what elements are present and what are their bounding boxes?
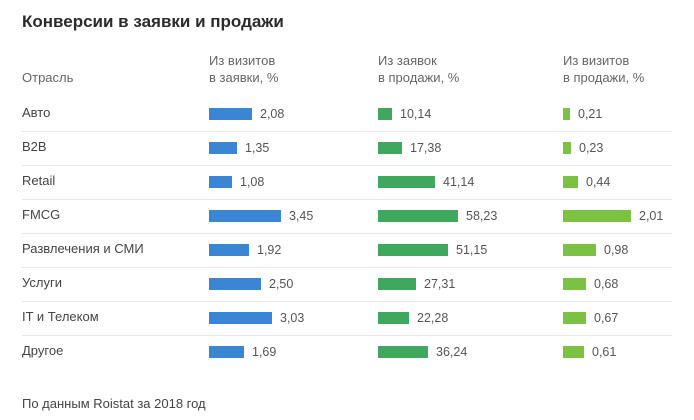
bar-value-label: 0,61: [592, 345, 617, 359]
bar-value-label: 58,23: [466, 209, 498, 223]
bar-cell: 0,98: [563, 243, 628, 257]
bar-cell: 0,21: [563, 107, 602, 121]
bar-cell: 1,08: [209, 175, 264, 189]
bar-cell: 2,50: [209, 277, 293, 291]
bar-value-label: 27,31: [424, 277, 456, 291]
bar-value-label: 1,69: [252, 345, 277, 359]
industry-label: FMCG: [22, 207, 61, 222]
header-visits-to-sales: Из визитов в продажи, %: [563, 53, 645, 85]
bar-value-label: 3,03: [280, 311, 305, 325]
bar: [563, 346, 584, 358]
table-row: Услуги 2,50 27,31 0,68: [22, 268, 672, 302]
bar: [563, 142, 571, 154]
bar: [378, 142, 402, 154]
industry-label: Услуги: [22, 275, 62, 290]
bar-cell: 3,03: [209, 311, 304, 325]
bar-cell: 10,14: [378, 107, 431, 121]
header-industry: Отрасль: [22, 70, 74, 85]
bar-value-label: 51,15: [456, 243, 488, 257]
industry-label: Развлечения и СМИ: [22, 241, 144, 256]
bar-value-label: 0,23: [579, 141, 604, 155]
bar-cell: 22,28: [378, 311, 448, 325]
table-row: B2B 1,35 17,38 0,23: [22, 132, 672, 166]
bar: [378, 312, 409, 324]
bar: [209, 142, 237, 154]
bar-cell: 17,38: [378, 141, 441, 155]
industry-label: Авто: [22, 105, 51, 120]
table-row: FMCG 3,45 58,23 2,01: [22, 200, 672, 234]
bar-cell: 36,24: [378, 345, 467, 359]
bar-value-label: 2,01: [639, 209, 664, 223]
bar: [209, 176, 232, 188]
bar-cell: 1,92: [209, 243, 281, 257]
bar-cell: 2,08: [209, 107, 284, 121]
bar-value-label: 0,68: [594, 277, 619, 291]
bar-value-label: 2,50: [269, 277, 294, 291]
bar-value-label: 36,24: [436, 345, 468, 359]
header-leads-to-sales: Из заявок в продажи, %: [378, 53, 460, 85]
bar-cell: 3,45: [209, 209, 313, 223]
bar: [378, 278, 416, 290]
table-row: Другое 1,69 36,24 0,61: [22, 336, 672, 370]
bar: [378, 176, 435, 188]
bar-cell: 51,15: [378, 243, 487, 257]
bar: [378, 108, 392, 120]
bar-value-label: 0,44: [586, 175, 611, 189]
bar-value-label: 2,08: [260, 107, 285, 121]
bar: [563, 312, 586, 324]
bar: [209, 346, 244, 358]
bar-cell: 2,01: [563, 209, 663, 223]
table-row: Авто 2,08 10,14 0,21: [22, 98, 672, 132]
bar-cell: 27,31: [378, 277, 455, 291]
bar-cell: 41,14: [378, 175, 474, 189]
bar-value-label: 0,21: [578, 107, 603, 121]
bar: [209, 210, 281, 222]
table-row: Retail 1,08 41,14 0,44: [22, 166, 672, 200]
bar-cell: 0,23: [563, 141, 603, 155]
industry-label: B2B: [22, 139, 47, 154]
bar-cell: 58,23: [378, 209, 497, 223]
table-row: Развлечения и СМИ 1,92 51,15 0,98: [22, 234, 672, 268]
bar-value-label: 1,92: [257, 243, 282, 257]
bar-cell: 0,44: [563, 175, 610, 189]
bar-cell: 1,69: [209, 345, 276, 359]
bar: [563, 278, 586, 290]
bar: [209, 278, 261, 290]
industry-label: IT и Телеком: [22, 309, 99, 324]
bar: [378, 210, 458, 222]
bar-cell: 1,35: [209, 141, 269, 155]
header-visits-to-leads: Из визитов в заявки, %: [209, 53, 279, 85]
bar-value-label: 1,35: [245, 141, 270, 155]
bar-value-label: 1,08: [240, 175, 265, 189]
source-note: По данным Roistat за 2018 год: [22, 396, 206, 411]
bar-value-label: 0,98: [604, 243, 629, 257]
bar: [209, 244, 249, 256]
bar-cell: 0,61: [563, 345, 616, 359]
bar-value-label: 0,67: [594, 311, 619, 325]
bar: [563, 108, 570, 120]
bar-cell: 0,68: [563, 277, 618, 291]
table-row: IT и Телеком 3,03 22,28 0,67: [22, 302, 672, 336]
bar-value-label: 3,45: [289, 209, 314, 223]
bar: [563, 176, 578, 188]
bar-value-label: 17,38: [410, 141, 442, 155]
bar: [378, 244, 448, 256]
bar: [563, 210, 631, 222]
bar: [209, 108, 252, 120]
bar: [563, 244, 596, 256]
bar-value-label: 22,28: [417, 311, 449, 325]
bar-value-label: 41,14: [443, 175, 475, 189]
bar-cell: 0,67: [563, 311, 618, 325]
industry-label: Retail: [22, 173, 56, 188]
bar: [378, 346, 428, 358]
chart-title: Конверсии в заявки и продажи: [22, 12, 284, 31]
bar-value-label: 10,14: [400, 107, 432, 121]
industry-label: Другое: [22, 343, 64, 358]
bar: [209, 312, 272, 324]
